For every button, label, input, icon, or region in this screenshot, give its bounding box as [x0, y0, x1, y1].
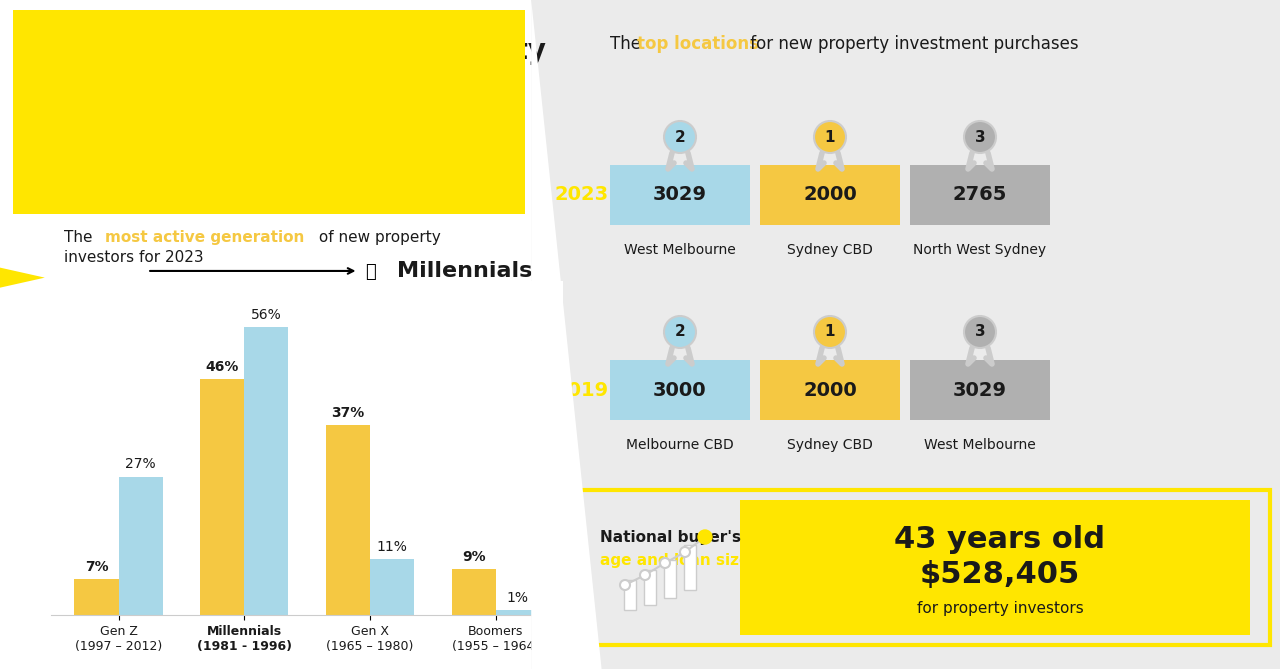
Circle shape	[664, 121, 696, 153]
Text: age and loan size: age and loan size	[600, 553, 749, 568]
Text: National buyer's: National buyer's	[600, 530, 741, 545]
Text: 2000: 2000	[803, 185, 856, 205]
Text: 3: 3	[974, 324, 986, 339]
Bar	[200, 379, 244, 615]
Text: investors for 2023: investors for 2023	[64, 250, 204, 265]
FancyBboxPatch shape	[664, 560, 676, 598]
Text: 43 years old: 43 years old	[895, 526, 1106, 555]
Bar	[495, 610, 540, 615]
Text: 2019: 2019	[556, 381, 609, 399]
Text: The: The	[64, 230, 97, 245]
Text: for property investors: for property investors	[916, 601, 1083, 615]
Text: Millennials: Millennials	[397, 261, 532, 281]
Text: 2: 2	[675, 324, 685, 339]
Text: $528,405: $528,405	[920, 561, 1080, 589]
Circle shape	[620, 580, 630, 590]
Bar	[119, 476, 163, 615]
Text: 2765: 2765	[952, 185, 1007, 205]
Bar	[74, 579, 119, 615]
Text: Melbourne CBD: Melbourne CBD	[626, 438, 733, 452]
Text: 56%: 56%	[251, 308, 282, 322]
FancyBboxPatch shape	[611, 165, 750, 225]
Circle shape	[698, 530, 712, 544]
Bar	[452, 569, 495, 615]
Bar	[326, 425, 370, 615]
Circle shape	[814, 121, 846, 153]
FancyBboxPatch shape	[625, 580, 636, 610]
Circle shape	[640, 570, 650, 580]
Text: Sydney CBD: Sydney CBD	[787, 438, 873, 452]
Bar	[244, 327, 288, 615]
Text: The: The	[611, 35, 646, 53]
FancyBboxPatch shape	[740, 500, 1251, 635]
Text: of new property: of new property	[314, 230, 440, 245]
Bar	[370, 559, 415, 615]
Text: 27%: 27%	[125, 458, 156, 472]
FancyBboxPatch shape	[760, 165, 900, 225]
Text: 🧑: 🧑	[365, 264, 375, 281]
Circle shape	[680, 547, 690, 557]
Text: West Melbourne: West Melbourne	[625, 243, 736, 257]
FancyBboxPatch shape	[684, 545, 696, 590]
Text: West Melbourne: West Melbourne	[924, 438, 1036, 452]
Text: 3: 3	[974, 130, 986, 145]
Circle shape	[814, 316, 846, 348]
Text: 11%: 11%	[376, 540, 407, 554]
Text: for new property investment purchases: for new property investment purchases	[745, 35, 1079, 53]
FancyBboxPatch shape	[644, 570, 657, 605]
Text: 46%: 46%	[206, 360, 239, 373]
Text: 3029: 3029	[954, 381, 1007, 399]
Text: 7%: 7%	[84, 561, 109, 574]
Text: 37%: 37%	[332, 406, 365, 420]
Text: investment and top investor: investment and top investor	[32, 70, 477, 98]
Text: 1: 1	[824, 130, 836, 145]
Text: 3029: 3029	[653, 185, 707, 205]
Text: Sydney CBD: Sydney CBD	[787, 243, 873, 257]
FancyBboxPatch shape	[910, 360, 1050, 420]
Text: Generational leaders in property: Generational leaders in property	[32, 37, 547, 65]
Text: most active generation: most active generation	[105, 230, 305, 245]
FancyBboxPatch shape	[760, 360, 900, 420]
Text: 1%: 1%	[507, 591, 529, 605]
Circle shape	[664, 316, 696, 348]
Text: hotspots: CommBank data: hotspots: CommBank data	[32, 104, 445, 132]
Text: top locations: top locations	[637, 35, 759, 53]
Text: 3000: 3000	[653, 381, 707, 399]
FancyBboxPatch shape	[910, 165, 1050, 225]
FancyBboxPatch shape	[611, 360, 750, 420]
Text: 2000: 2000	[803, 381, 856, 399]
Circle shape	[964, 121, 996, 153]
Text: 1: 1	[824, 324, 836, 339]
Text: 2: 2	[675, 130, 685, 145]
Text: North West Sydney: North West Sydney	[914, 243, 1047, 257]
Circle shape	[964, 316, 996, 348]
Text: 2023: 2023	[556, 185, 609, 205]
Circle shape	[660, 558, 669, 568]
Text: 9%: 9%	[462, 550, 485, 564]
